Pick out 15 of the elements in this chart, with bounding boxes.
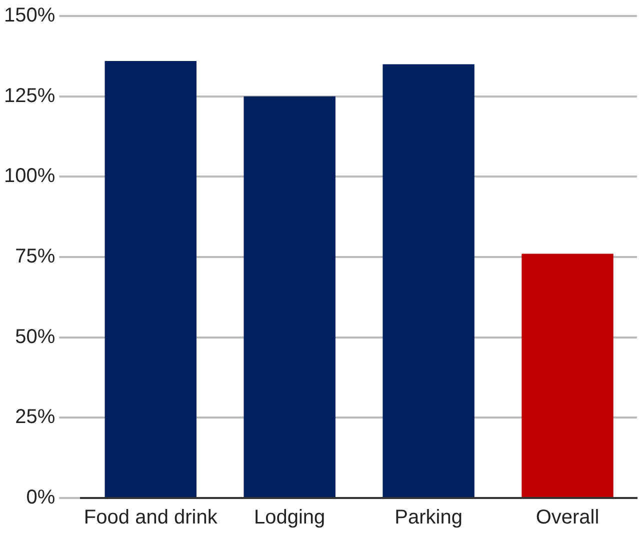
bar bbox=[244, 96, 336, 497]
y-tick-label: 50% bbox=[15, 326, 56, 348]
x-tick-label: Food and drink bbox=[84, 506, 218, 529]
x-tick-label: Lodging bbox=[254, 506, 326, 529]
y-tick-label: 0% bbox=[26, 486, 56, 509]
x-tick-label: Overall bbox=[536, 506, 600, 529]
y-tick-label: 75% bbox=[15, 246, 56, 268]
y-tick-label: 25% bbox=[15, 406, 56, 428]
bar bbox=[104, 60, 196, 497]
bar bbox=[522, 254, 614, 497]
y-tick-label: 150% bbox=[4, 4, 56, 27]
x-tick-label: Parking bbox=[394, 506, 462, 529]
y-tick-label: 125% bbox=[4, 84, 56, 107]
y-tick-label: 100% bbox=[4, 165, 56, 188]
bar bbox=[382, 64, 474, 497]
